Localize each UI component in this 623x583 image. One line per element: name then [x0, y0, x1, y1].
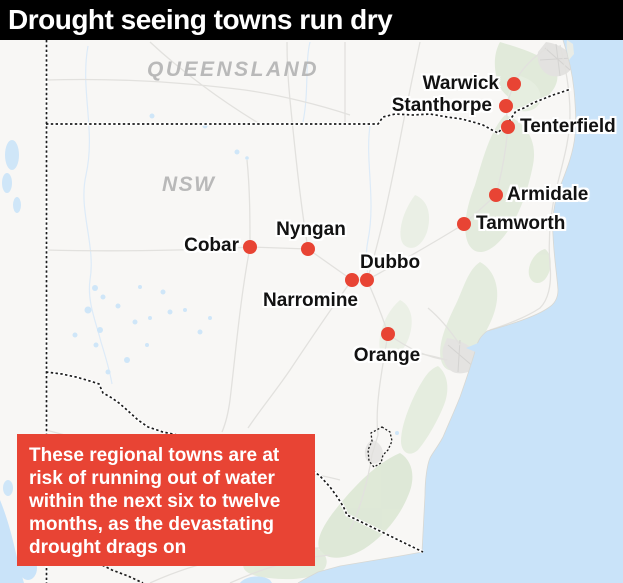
coastline [297, 39, 577, 583]
coastal-island [566, 40, 574, 60]
info-box: These regional towns are at risk of runn… [17, 434, 315, 566]
rivers [83, 41, 372, 385]
title-bar: Drought seeing towns run dry [0, 0, 623, 40]
info-box-text: These regional towns are at risk of runn… [29, 445, 281, 558]
page-title: Drought seeing towns run dry [8, 4, 393, 35]
lakes [2, 113, 399, 496]
act-border [367, 426, 393, 468]
